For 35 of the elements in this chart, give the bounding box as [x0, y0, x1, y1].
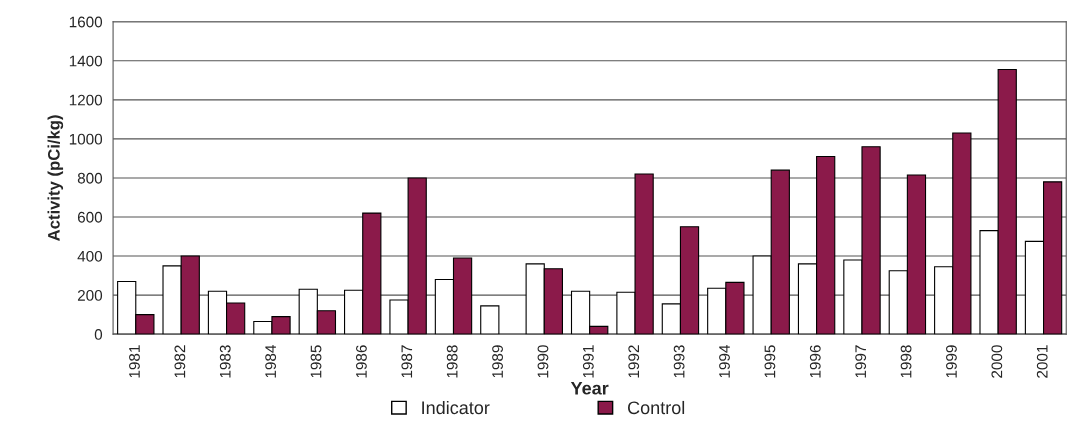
legend-label: Control: [627, 400, 685, 415]
x-tick-label: 1998: [900, 345, 912, 378]
x-tick-label: 1983: [219, 345, 231, 378]
y-tick-label: 400: [77, 250, 103, 262]
y-tick-label: 200: [77, 289, 103, 301]
x-tick-label: 1996: [809, 345, 821, 378]
x-tick-label: 1992: [628, 345, 640, 378]
x-tick-label: 1989: [492, 345, 503, 378]
x-tick-label: 1985: [310, 345, 322, 378]
y-tick-label: 1600: [69, 16, 103, 28]
x-tick-label: 1999: [946, 345, 957, 378]
x-tick-label: 1988: [446, 345, 458, 378]
y-tick-label: 0: [94, 329, 103, 340]
x-tick-label: 1981: [129, 345, 140, 378]
x-tick-label: 1997: [855, 345, 867, 378]
x-tick-label: 1991: [582, 345, 594, 378]
x-tick-label: 1984: [265, 345, 277, 378]
x-tick-label: 1995: [764, 345, 776, 378]
x-tick-label: 1994: [719, 345, 730, 378]
legend-label: Indicator: [422, 400, 490, 415]
x-tick-label: 1987: [401, 345, 413, 378]
x-tick-label: 2000: [991, 345, 1003, 378]
y-tick-label: 800: [77, 172, 103, 184]
y-tick-label: 600: [77, 211, 103, 223]
bar: [480, 305, 500, 335]
x-axis-title: Year: [570, 382, 609, 395]
x-tick-label: 2001: [1036, 345, 1048, 378]
x-tick-label: 1982: [174, 345, 186, 378]
y-tick-label: 1000: [69, 133, 103, 145]
y-axis-title: Activity (pCi/kg): [47, 115, 64, 241]
x-tick-label: 1993: [673, 345, 685, 378]
x-tick-label: 1990: [537, 345, 549, 378]
y-tick-label: 1200: [69, 94, 103, 106]
y-tick-label: 1400: [69, 55, 103, 67]
x-tick-label: 1986: [356, 345, 367, 378]
